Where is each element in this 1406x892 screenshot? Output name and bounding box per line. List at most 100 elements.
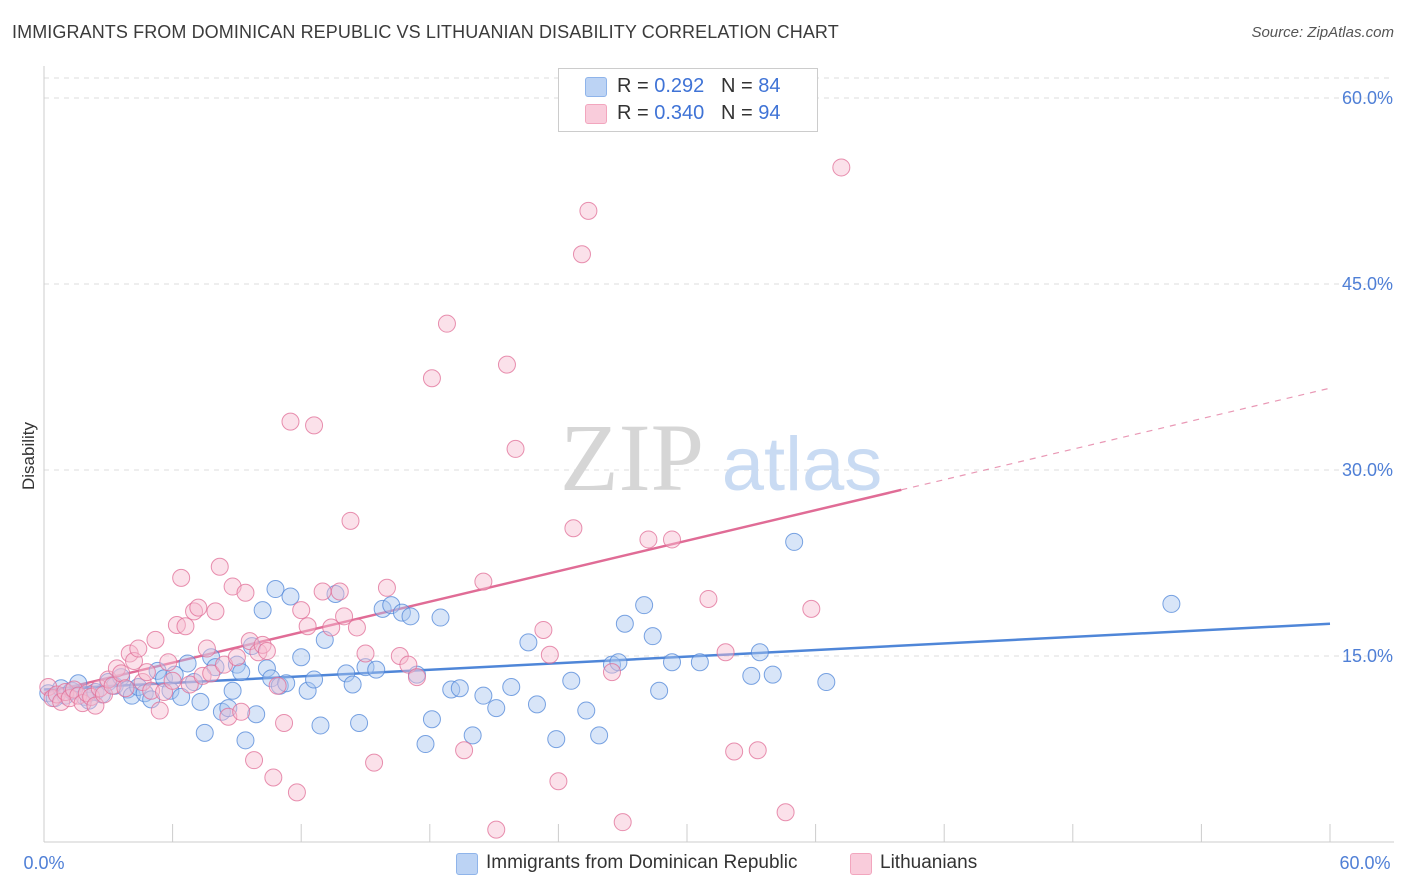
legend-r-label: R = — [617, 75, 655, 97]
data-point — [763, 665, 782, 684]
data-point — [776, 803, 795, 822]
data-point — [356, 658, 375, 677]
data-point — [178, 654, 197, 673]
legend-n-label: N = — [720, 102, 759, 124]
legend-swatch-dominican — [456, 853, 478, 875]
data-point — [232, 663, 251, 682]
x-tick-label: 0.0% — [23, 853, 64, 873]
axes: 15.0% 30.0% 45.0% 60.0% 0.0% 60.0% — [23, 66, 1394, 873]
y-tick-label: 45.0% — [1342, 274, 1393, 294]
data-point — [487, 820, 506, 839]
data-point — [350, 713, 369, 732]
data-point — [572, 245, 591, 264]
data-point — [613, 813, 632, 832]
data-point — [159, 653, 178, 672]
data-point — [662, 653, 681, 672]
legend-n-value: 84 — [758, 75, 781, 97]
data-point — [356, 644, 375, 663]
data-point — [129, 639, 148, 658]
data-point — [191, 692, 210, 711]
data-point — [236, 731, 255, 750]
gridlines — [44, 77, 1394, 657]
y-tick-label: 30.0% — [1342, 460, 1393, 480]
data-point — [615, 614, 634, 633]
data-point — [266, 580, 285, 599]
data-point — [245, 751, 264, 770]
data-point — [172, 568, 191, 587]
data-point — [497, 355, 516, 374]
data-point — [609, 653, 628, 672]
data-point — [699, 589, 718, 608]
data-point — [487, 699, 506, 718]
data-point — [748, 741, 767, 760]
data-point — [343, 675, 362, 694]
chart-title: IMMIGRANTS FROM DOMINICAN REPUBLIC VS LI… — [12, 22, 839, 42]
data-point — [474, 686, 493, 705]
data-point — [643, 627, 662, 646]
data-point — [377, 578, 396, 597]
data-point — [392, 603, 411, 622]
data-point — [146, 630, 165, 649]
data-point — [287, 783, 306, 802]
data-point — [163, 671, 182, 690]
legend-n-label: N = — [720, 75, 759, 97]
watermark-atlas: atlas — [722, 422, 883, 507]
data-point — [365, 753, 384, 772]
watermark-zip: ZIP — [560, 404, 704, 511]
data-point — [264, 768, 283, 787]
data-point — [716, 643, 735, 662]
data-point — [305, 416, 324, 435]
legend-swatch-lithuanian — [850, 853, 872, 875]
data-point — [176, 617, 195, 636]
data-point — [275, 713, 294, 732]
legend-r-value: 0.292 — [654, 75, 705, 97]
y-tick-label: 15.0% — [1342, 646, 1393, 666]
data-point — [292, 601, 311, 620]
data-point — [635, 596, 654, 615]
data-point — [112, 664, 131, 683]
data-point — [540, 645, 559, 664]
data-point — [399, 655, 418, 674]
data-point — [564, 519, 583, 538]
data-point — [802, 599, 821, 618]
data-point — [650, 681, 669, 700]
data-point — [298, 617, 317, 636]
data-point — [172, 687, 191, 706]
correlation-legend: R = 0.292 N = 84 R = 0.340 N = 94 — [558, 68, 818, 132]
data-point — [330, 582, 349, 601]
data-point — [281, 587, 300, 606]
data-point — [313, 582, 332, 601]
data-point — [639, 530, 658, 549]
data-point — [116, 679, 135, 698]
data-point — [206, 602, 225, 621]
data-point — [236, 583, 255, 602]
data-point — [1162, 594, 1181, 613]
trend-line-extension — [901, 387, 1331, 491]
data-point — [337, 664, 356, 683]
data-point — [202, 664, 221, 683]
data-point — [474, 572, 493, 591]
data-point — [305, 670, 324, 689]
data-point — [547, 730, 566, 749]
data-point — [602, 663, 621, 682]
data-point — [502, 678, 521, 696]
legend-r-value: 0.340 — [654, 102, 705, 124]
data-point — [742, 666, 761, 685]
data-point — [281, 412, 300, 431]
legend-label-dominican: Immigrants from Dominican Republic — [486, 852, 798, 873]
legend-n-value: 94 — [758, 102, 781, 124]
data-point — [253, 601, 272, 620]
legend-swatch-dominican — [585, 77, 607, 97]
trend-line — [43, 622, 1331, 691]
data-point — [197, 639, 216, 658]
data-point — [431, 608, 450, 627]
data-point — [180, 675, 199, 694]
data-point — [195, 723, 214, 742]
data-point — [437, 314, 456, 333]
data-point — [52, 692, 71, 711]
data-point — [298, 681, 317, 700]
y-axis-label: Disability — [19, 421, 38, 490]
data-point — [506, 439, 525, 458]
data-point — [257, 642, 276, 661]
